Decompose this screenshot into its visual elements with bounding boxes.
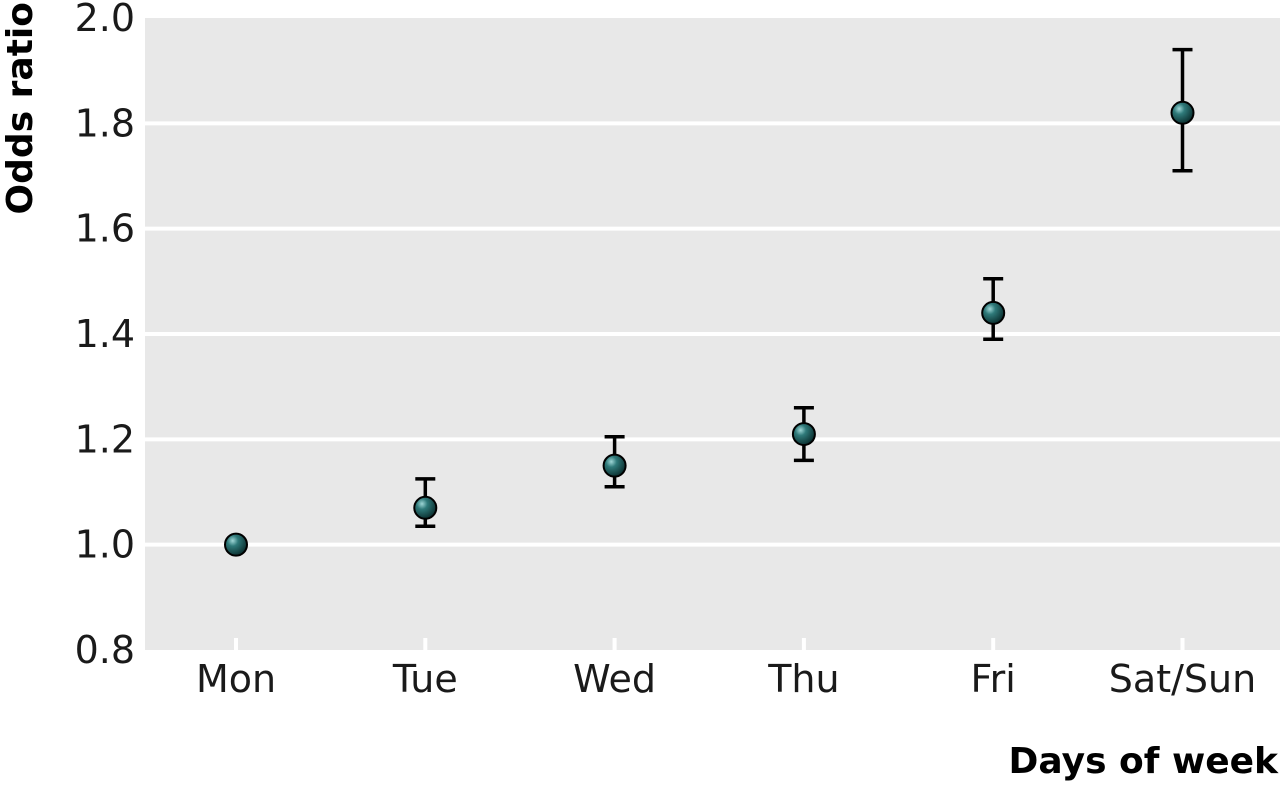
data-point: [791, 422, 816, 447]
data-point: [1170, 100, 1195, 125]
x-tick-label: Tue: [392, 657, 458, 701]
y-tick-label: 2.0: [75, 0, 135, 40]
data-point: [224, 532, 248, 557]
gridlines: [145, 121, 1280, 547]
y-tick-label: 1.8: [75, 101, 135, 145]
data-point: [981, 300, 1006, 325]
y-tick-label: 1.2: [75, 417, 135, 461]
x-tick-label: Mon: [196, 657, 276, 701]
data-point: [602, 453, 627, 478]
x-axis-title: Days of week: [1009, 741, 1280, 782]
y-tick-label: 0.8: [75, 628, 135, 672]
x-tick-label: Thu: [767, 657, 839, 701]
y-tick-label: 1.6: [75, 207, 135, 251]
y-tick-label: 1.0: [75, 523, 135, 567]
y-axis-ticks: 0.8 1.0 1.2 1.4 1.6 1.8 2.0: [75, 0, 135, 672]
x-tick-label: Wed: [573, 657, 656, 701]
data-points: [224, 100, 1195, 557]
y-axis-title: Odds ratio: [0, 2, 41, 214]
x-tick-label: Sat/Sun: [1109, 657, 1256, 701]
y-tick-label: 1.4: [75, 312, 135, 356]
x-axis-ticks: Mon Tue Wed Thu Fri Sat/Sun: [196, 638, 1256, 701]
x-tick-label: Fri: [971, 657, 1016, 701]
data-point: [413, 495, 438, 520]
